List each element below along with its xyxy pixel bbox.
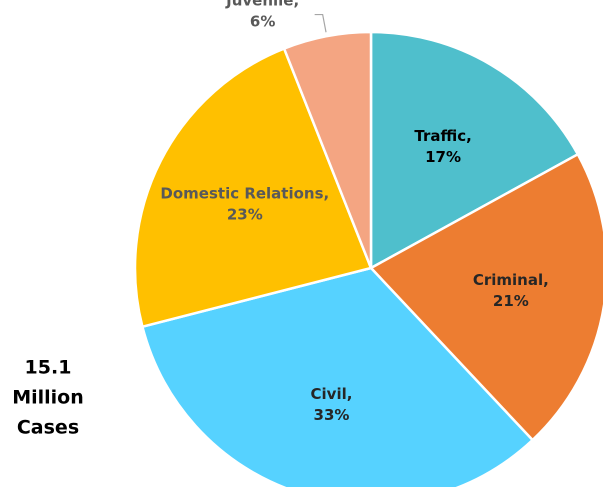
value-label: 33% [314, 405, 350, 423]
slice [368, 152, 603, 442]
slice [140, 266, 535, 487]
data-label: Civil, 33% [311, 384, 353, 423]
data-label: Juvenile, 6% [225, 0, 299, 30]
data-label: Domestic Relations, 23% [160, 184, 329, 223]
data-label: Traffic, 17% [414, 127, 471, 166]
total-label: Cases [17, 417, 79, 439]
labels: Traffic, 17% Criminal, 21% Civil, 33% Domestic… [160, 0, 548, 423]
slice [369, 30, 580, 271]
leader-line [314, 13, 327, 33]
total-label: 15.1 [25, 357, 72, 379]
slice [282, 30, 373, 269]
value-label: 21% [493, 292, 529, 310]
category-label: Juvenile, [225, 0, 299, 9]
category-label: Traffic, [414, 127, 471, 145]
value-label: 17% [425, 148, 461, 166]
data-label: Criminal, 21% [473, 271, 549, 310]
slices [133, 30, 603, 487]
slice [133, 46, 373, 329]
value-label: 23% [227, 205, 263, 223]
category-label: Criminal, [473, 271, 549, 289]
category-label: Domestic Relations, [160, 184, 329, 202]
total-label: Million [12, 387, 84, 409]
category-label: Civil, [311, 384, 353, 402]
value-label: 6% [250, 12, 275, 30]
